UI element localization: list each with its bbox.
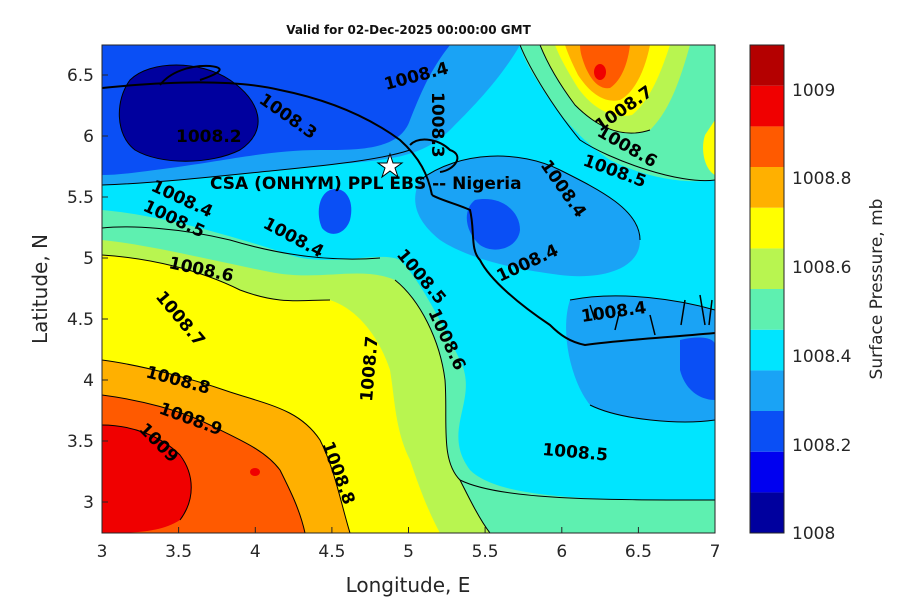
band-1008-4-west <box>102 185 380 261</box>
colorbar-swatch-4 <box>750 370 784 411</box>
contour-line-6 <box>102 424 192 521</box>
coastline-delta <box>431 194 715 347</box>
x-axis: 3 3.5 4 4.5 5 5.5 6 6.5 7 Longitude, E <box>97 527 721 597</box>
x-tick-label: 4 <box>250 542 261 562</box>
colorbar-tick-label: 1009 <box>792 81 835 101</box>
y-tick-label: 4 <box>83 371 94 391</box>
colorbar-swatch-8 <box>750 207 784 249</box>
contour-line-13 <box>459 479 715 501</box>
x-tick-label: 5.5 <box>472 542 499 562</box>
x-tick-label: 3.5 <box>165 542 192 562</box>
blob-1008-2-east <box>466 199 520 250</box>
map-title: Valid for 02-Dec-2025 00:00:00 GMT <box>286 23 531 37</box>
y-tick-label: 5 <box>83 249 94 269</box>
x-tick-label: 7 <box>710 542 721 562</box>
y-tick-label: 4.5 <box>67 310 94 330</box>
colorbar-tick-label: 1008.8 <box>792 169 851 189</box>
colorbar-swatch-5 <box>750 329 784 371</box>
band-1008-7-east-edge <box>703 120 715 175</box>
contour-line-4 <box>102 359 351 533</box>
cell-1009-northeast <box>594 64 606 80</box>
y-tick-label: 5.5 <box>67 188 94 208</box>
colorbar-swatch-12 <box>750 45 784 86</box>
colorbar-label: Surface Pressure, mb <box>867 199 887 380</box>
colorbar-tick-label: 1008.2 <box>792 436 851 456</box>
contour-line-2 <box>102 226 381 260</box>
colorbar-swatch-9 <box>750 167 784 208</box>
contour-line-1 <box>102 149 411 186</box>
y-axis: 3 3.5 4 4.5 5 5.5 6 6.5 Latitude, N <box>28 66 108 513</box>
colorbar-swatch-2 <box>750 451 784 493</box>
blob-1008-2-southeast <box>680 337 715 400</box>
colorbar-swatch-6 <box>750 289 784 330</box>
band-1008-9-northeast <box>580 45 630 89</box>
contour-line-8 <box>419 155 641 241</box>
colorbar-tick-label: 1008.6 <box>792 258 851 278</box>
colorbar-tick-label: 1008 <box>792 524 835 544</box>
colorbar: 1008 1008.2 1008.4 1008.6 1008.8 1009 Su… <box>749 44 887 544</box>
site-annotation: CSA (ONHYM) PPL EBS -- Nigeria <box>210 174 522 194</box>
x-tick-label: 5 <box>403 542 414 562</box>
pressure-field: 1008.3 1008.4 1008.2 1008.3 1008.7 1008.… <box>102 45 715 533</box>
contour-label: 1008.2 <box>176 127 242 147</box>
border-line-north <box>102 81 433 196</box>
cell-1009-small <box>250 468 260 476</box>
colorbar-swatch-7 <box>750 248 784 289</box>
y-tick-label: 6 <box>83 127 94 147</box>
colorbar-swatch-3 <box>750 411 784 452</box>
y-tick-label: 6.5 <box>67 66 94 86</box>
colorbar-frame <box>749 44 785 534</box>
colorbar-swatch-11 <box>750 85 784 127</box>
y-axis-label: Latitude, N <box>28 234 52 344</box>
river-mouths <box>589 294 713 336</box>
colorbar-swatch-10 <box>750 126 784 167</box>
contour-line-5 <box>102 394 306 533</box>
colorbar-swatch-1 <box>750 492 784 533</box>
cell-1009-southwest <box>102 425 192 533</box>
x-axis-label: Longitude, E <box>346 573 471 597</box>
colorbar-tick-label: 1008.4 <box>792 347 851 367</box>
contour-line-11 <box>519 45 715 182</box>
coastline-west <box>409 138 459 173</box>
coastline <box>102 64 715 347</box>
band-1008-3-southeast <box>566 295 715 422</box>
contour-line-7 <box>394 279 491 533</box>
y-tick-label: 3.5 <box>67 432 94 452</box>
x-tick-label: 3 <box>97 542 108 562</box>
x-tick-label: 4.5 <box>318 542 345 562</box>
y-tick-label: 3 <box>83 493 94 513</box>
star-marker <box>376 152 404 179</box>
contour-line-10 <box>589 404 715 423</box>
blob-1008-2-center <box>318 189 352 234</box>
contour-line-12 <box>539 45 651 134</box>
band-1008-3-east <box>415 156 640 277</box>
coastline-north <box>159 64 221 86</box>
contour-lines <box>102 45 715 533</box>
x-tick-label: 6.5 <box>625 542 652 562</box>
contour-label: 1008.3 <box>427 92 447 158</box>
contour-line-3 <box>102 254 331 302</box>
x-tick-label: 6 <box>556 542 567 562</box>
band-1008-7-west-edge <box>102 280 108 298</box>
band-1008-1-north <box>119 65 259 162</box>
